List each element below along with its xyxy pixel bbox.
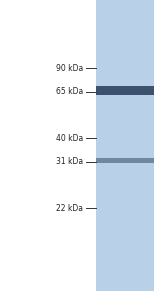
Text: 31 kDa: 31 kDa [56, 157, 83, 166]
Bar [96, 86, 154, 95]
Text: 65 kDa: 65 kDa [56, 87, 83, 96]
Bar [96, 0, 154, 291]
Text: 40 kDa: 40 kDa [56, 134, 83, 143]
Text: 90 kDa: 90 kDa [56, 64, 83, 73]
Text: 22 kDa: 22 kDa [56, 204, 83, 212]
Bar [96, 158, 154, 163]
